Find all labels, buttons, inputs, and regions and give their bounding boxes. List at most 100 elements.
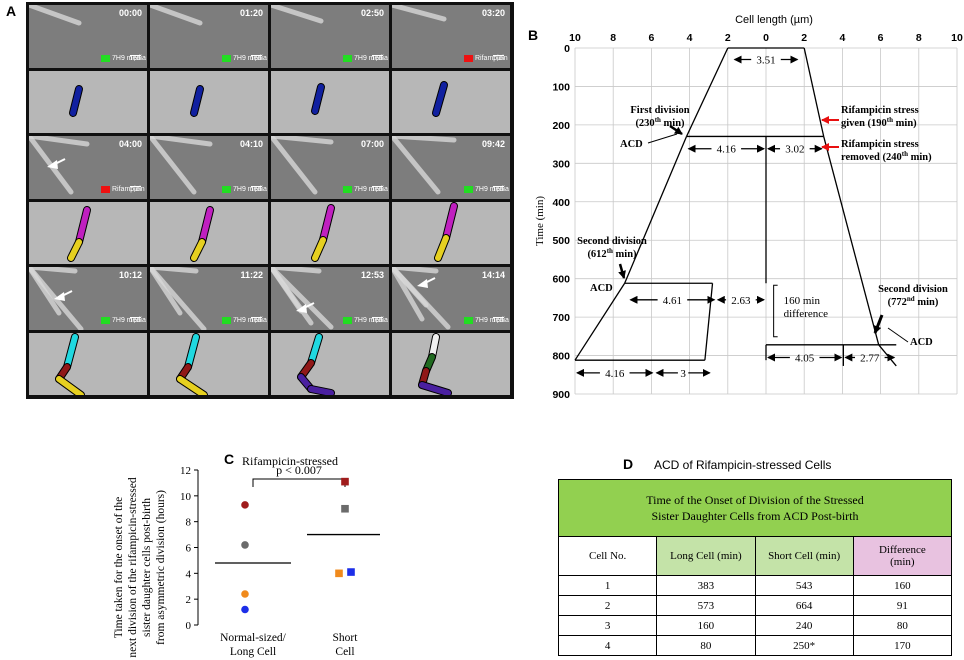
y-tick-label: 2 <box>186 594 192 606</box>
p-value-label: p < 0.007 <box>276 463 322 477</box>
data-point <box>241 605 249 614</box>
media-swatch <box>464 55 473 62</box>
microscopy-frame: 12:53 7H9 media 1 µm <box>271 267 389 330</box>
label-part: Cell <box>335 646 354 658</box>
measure-label: 4.05 <box>795 352 815 364</box>
measure-label: 4.61 <box>663 295 682 307</box>
table-row: 3 160 240 80 <box>557 615 953 636</box>
label-part: sister daughter cells post-birth <box>141 498 153 637</box>
bacterium-image <box>150 136 197 195</box>
label-part: Rifampicin stress <box>841 105 919 116</box>
cell-length-diagram: 10 8 6 4 2 0 2 4 6 8 10010020030040050060070080090… <box>534 14 963 401</box>
y-tick-label: 800 <box>552 351 570 363</box>
label-part: min) <box>661 118 685 129</box>
y-tick-label: 900 <box>552 389 570 401</box>
segmentation-frame <box>271 333 389 395</box>
x-tick-label: 10 <box>951 32 963 44</box>
acd-label-3: ACD <box>910 337 933 348</box>
arrow-icon <box>417 279 428 288</box>
bacterium-image <box>29 5 82 26</box>
acd-table: Time of the Onset of Division of the Str… <box>557 479 953 656</box>
label-part: Short <box>333 632 359 644</box>
scale-bar: 1 µm <box>250 186 262 193</box>
label-part: 160 min <box>784 295 821 307</box>
cell-segment <box>177 376 207 395</box>
second-division-left-annotation: Second division (612th min) <box>577 236 647 260</box>
microscopy-frame: 14:14 7H9 media 1 µm <box>392 267 510 330</box>
x-category-label: Short Cell <box>333 632 359 658</box>
label-part: (612 <box>587 249 606 260</box>
microscopy-frame: 02:50 7H9 media 1 µm <box>271 5 389 68</box>
media-label: 7H9 media <box>101 55 146 62</box>
cell-segment <box>312 237 326 261</box>
bacterium-image <box>271 267 322 274</box>
difference-bracket <box>773 284 778 338</box>
label-part: removed (240 <box>841 152 902 163</box>
media-text: 7H9 media <box>112 55 146 62</box>
col-header-short: Short Cell (min) <box>754 536 854 576</box>
x-tick-label: 8 <box>916 32 922 44</box>
measure-label: 3.02 <box>785 144 804 156</box>
microscopy-frame: 09:42 7H9 media 1 µm <box>392 136 510 199</box>
first-division-annotation: First division (230th min) <box>630 105 689 129</box>
y-tick-label: 100 <box>552 81 570 93</box>
x-tick-label: 6 <box>878 32 884 44</box>
segmentation-frame <box>150 202 268 264</box>
table-row: 4 80 250* 170 <box>557 635 953 656</box>
segmentation-frame <box>392 71 510 133</box>
x-tick-label: 10 <box>569 32 581 44</box>
timestamp: 03:20 <box>481 8 505 18</box>
bacterium-image <box>271 267 334 330</box>
bacterium-image <box>29 267 84 330</box>
cell-outline-line <box>685 47 729 137</box>
y-tick-label: 8 <box>186 517 192 529</box>
measure-label: 3 <box>680 368 686 380</box>
media-text: 7H9 media <box>354 186 388 193</box>
microscopy-frame: 04:10 7H9 media 1 µm <box>150 136 268 199</box>
data-point <box>335 569 343 578</box>
bacterium-image <box>150 5 203 26</box>
measure-label: 3.51 <box>756 55 775 67</box>
bacterium-image <box>271 5 324 24</box>
scale-bar: 1 µm <box>371 186 383 193</box>
timestamp: 10:12 <box>118 270 142 280</box>
microscopy-frame: 07:00 7H9 media 1 µm <box>271 136 389 199</box>
y-tick-label: 500 <box>552 235 570 247</box>
media-text: 7H9 media <box>112 317 146 324</box>
media-swatch <box>101 55 110 62</box>
media-label: 7H9 media <box>222 317 267 324</box>
y-tick-label: 200 <box>552 120 570 132</box>
media-label: 7H9 media <box>464 186 509 193</box>
label-part: First division <box>630 105 689 116</box>
long-cell-value: 80 <box>656 635 756 656</box>
timestamp: 02:50 <box>360 8 384 18</box>
cell-segment <box>308 334 322 366</box>
short-cell-value: 250* <box>754 635 854 656</box>
microscopy-frame: 10:12 7H9 media 1 µm <box>29 267 147 330</box>
chart-title: Rifampicin-stressed <box>242 454 338 468</box>
scale-bar: 1 µm <box>371 55 383 62</box>
cell-segment <box>199 207 213 245</box>
cell-segment <box>320 205 334 243</box>
label-part: given (190 <box>841 118 887 129</box>
cell-segment <box>191 239 205 261</box>
x-axis-title: Cell length (µm) <box>735 14 813 26</box>
y-tick-label: 0 <box>564 43 570 55</box>
media-text: 7H9 media <box>233 55 267 62</box>
label-part: min) <box>908 152 932 163</box>
panel-label-a: A <box>6 3 17 19</box>
segmentation-frame <box>392 333 510 395</box>
timestamp: 09:42 <box>481 139 505 149</box>
y-axis-title: Time taken for the onset of the next divi… <box>113 477 167 657</box>
timestamp: 11:22 <box>240 270 263 280</box>
acd-leader <box>887 327 909 343</box>
label-part: next division of the rifampicin-stressed <box>127 477 139 657</box>
col-header-long: Long Cell (min) <box>656 536 756 576</box>
media-swatch <box>101 317 110 324</box>
cell-segment <box>308 386 334 395</box>
label-part: th <box>607 247 613 255</box>
rifampicin-given-annotation: Rifampicin stress given (190th min) <box>841 105 919 129</box>
difference-value: 80 <box>852 615 953 636</box>
pointer-arrow <box>873 314 884 334</box>
segmentation-frame <box>29 333 147 395</box>
